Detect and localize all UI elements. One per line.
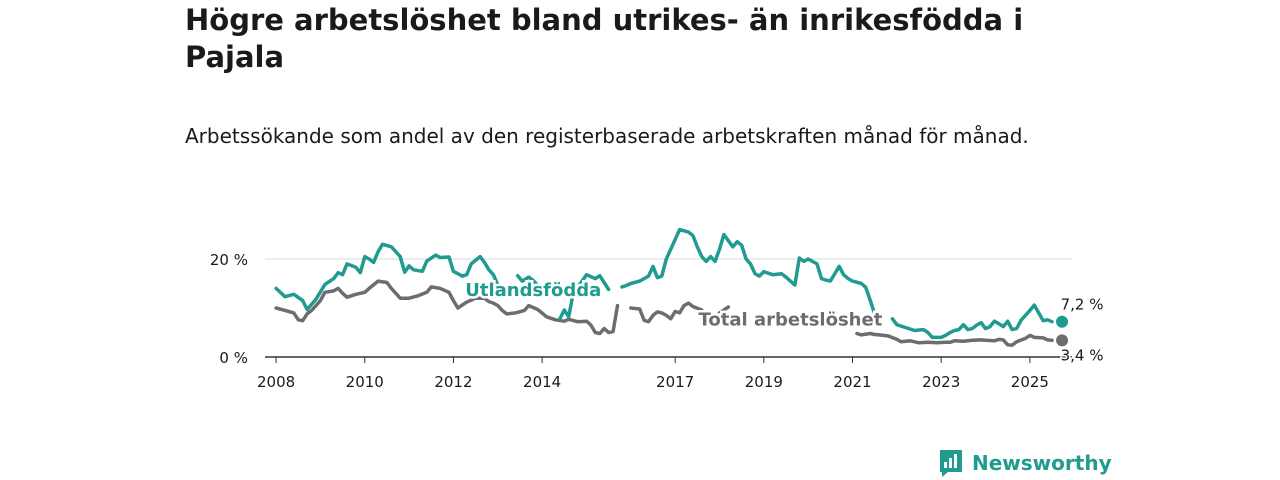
series-label-utlandsfodda: Utlandsfödda (465, 280, 601, 301)
x-tick-label: 2012 (434, 373, 472, 391)
y-axis: 0 % 20 % (210, 251, 248, 367)
x-axis: 2008 2010 2012 2014 2017 2019 2021 2023 2025 (257, 357, 1049, 391)
x-tick-label: 2023 (922, 373, 960, 391)
series-line-utlandsfodda (558, 272, 611, 321)
series-line-utlandsfodda (274, 242, 500, 312)
x-tick-label: 2008 (257, 373, 295, 391)
x-tick-label: 2010 (346, 373, 384, 391)
end-point-total (1056, 334, 1069, 347)
x-tick-label: 2014 (523, 373, 561, 391)
end-point-utlandsfodda (1056, 315, 1069, 328)
series-line-utlandsfodda (515, 273, 544, 293)
end-value-label-utlandsfodda: 7,2 % (1061, 296, 1104, 314)
series-line-total (717, 305, 731, 315)
series-line-total (629, 301, 704, 324)
x-tick-label: 2021 (833, 373, 871, 391)
brand-name: Newsworthy (972, 451, 1112, 475)
newsworthy-logo: Newsworthy (938, 448, 1112, 478)
newsworthy-icon (940, 450, 962, 477)
series-labels: 7,2 % 3,4 % Utlandsfödda Total arbetslöshet (463, 277, 1105, 366)
chart-title: Högre arbetslöshet bland utrikes- än inr… (185, 3, 1024, 74)
y-tick-label: 20 % (210, 251, 248, 269)
chart-subtitle: Arbetssökande som andel av den registerb… (185, 124, 1029, 148)
series-label-total: Total arbetslöshet (699, 310, 883, 331)
series-line-utlandsfodda (890, 303, 1054, 340)
y-tick-label: 0 % (219, 349, 248, 367)
x-tick-label: 2019 (745, 373, 783, 391)
series-line-total (274, 279, 620, 336)
end-value-label-total: 3,4 % (1061, 346, 1104, 364)
series-lines (274, 227, 1054, 347)
series-line-total (855, 331, 1054, 347)
series-line-utlandsfodda (620, 227, 877, 316)
x-tick-label: 2017 (656, 373, 694, 391)
x-tick-label: 2025 (1011, 373, 1049, 391)
